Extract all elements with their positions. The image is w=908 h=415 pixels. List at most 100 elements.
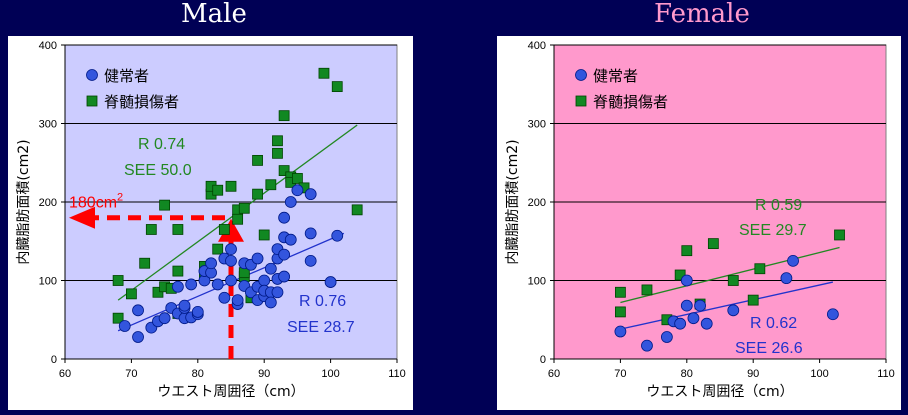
male-x-tick-label: 90 [258, 368, 270, 380]
threshold-left-arrowhead [69, 206, 95, 229]
male-sci-point [212, 243, 224, 255]
male-healthy-point [185, 278, 198, 291]
female-sci-point [681, 245, 693, 257]
male-sci-point [145, 224, 157, 235]
female-sci-point [834, 229, 845, 241]
threshold-label: 180cm2 [69, 192, 123, 212]
male-sci-point [152, 286, 164, 298]
male-x-axis-label: ウエスト周囲径（cm） [157, 384, 304, 400]
female-healthy-point [826, 308, 839, 321]
male-healthy-point [118, 320, 131, 332]
male-sci-point [272, 147, 283, 159]
male-healthy-point [231, 294, 244, 307]
male-sci-point [238, 202, 250, 214]
male-sci-point [265, 179, 277, 191]
female-healthy-point [660, 331, 673, 343]
female-healthy-point [674, 317, 687, 330]
male-x-tick-label: 100 [321, 368, 339, 380]
female-sci-point [615, 286, 626, 298]
female-healthy-point [680, 274, 693, 287]
male-chart-panel: 0 100 200 300 400 60 70 80 90 100 110 ウエスト周囲径（cm） 内臓… [8, 36, 413, 410]
male-sci-point [172, 265, 184, 277]
male-healthy-r-label: R 0.76 [299, 293, 346, 310]
female-healthy-point [787, 254, 799, 267]
male-sci-point [291, 173, 303, 184]
female-sci-point [641, 284, 653, 296]
male-title: Male [181, 0, 247, 29]
male-healthy-point [284, 196, 297, 208]
male-healthy-point [304, 188, 317, 201]
female-sci-point [754, 263, 766, 275]
male-legend-healthy-label: 健常者 [104, 67, 149, 85]
female-x-tick-label: 110 [877, 368, 895, 380]
male-y-tick-label: 100 [39, 276, 57, 288]
male-sci-see-label: SEE 50.0 [124, 162, 192, 179]
male-healthy-point [225, 254, 237, 267]
male-sci-point [258, 229, 270, 241]
male-sci-point [252, 154, 263, 166]
male-sci-point [139, 257, 151, 269]
male-healthy-point [278, 248, 291, 261]
male-sci-point [331, 81, 343, 93]
female-sci-point [747, 294, 759, 306]
male-legend-sci-marker [86, 95, 98, 107]
female-healthy-point [727, 304, 740, 317]
male-sci-point [112, 312, 124, 324]
male-y-axis-label: 内臓脂肪面積(cm2) [16, 139, 32, 264]
male-healthy-point [191, 305, 204, 318]
male-sci-point [278, 110, 290, 122]
female-legend-sci-label: 脊髄損傷者 [593, 93, 668, 111]
male-y-tick-label: 300 [39, 119, 57, 131]
male-x-tick-label: 60 [59, 368, 71, 380]
male-healthy-point [258, 274, 271, 287]
male-y-tick-label: 400 [39, 40, 57, 52]
female-title: Female [654, 0, 750, 29]
female-y-tick-label: 0 [540, 354, 546, 366]
male-sci-point [212, 184, 224, 196]
male-healthy-point [205, 257, 217, 270]
female-healthy-see-label: SEE 26.6 [735, 340, 803, 357]
female-healthy-point [687, 312, 700, 325]
male-healthy-point [271, 286, 284, 299]
male-x-tick-label: 80 [192, 368, 204, 380]
male-healthy-point [132, 331, 144, 343]
male-healthy-see-label: SEE 28.7 [287, 319, 355, 336]
male-healthy-point [251, 252, 264, 265]
female-x-tick-label: 80 [681, 368, 693, 380]
female-x-tick-label: 90 [747, 368, 759, 380]
female-healthy-point [641, 339, 653, 352]
male-sci-point [112, 275, 124, 286]
female-sci-point [727, 275, 739, 286]
female-healthy-point [614, 325, 627, 338]
male-sci-point [232, 213, 244, 225]
male-healthy-point [218, 291, 231, 304]
female-y-tick-label: 100 [528, 276, 546, 288]
female-chart-panel: 0 100 200 300 400 60 70 80 90 100 110 ウエスト周囲径（cm） 内臓… [497, 36, 901, 410]
male-y-tick-label: 200 [39, 197, 57, 209]
female-sci-see-label: SEE 29.7 [739, 222, 807, 239]
female-x-tick-label: 100 [810, 368, 828, 380]
male-x-tick-label: 70 [125, 368, 137, 380]
female-healthy-point [780, 272, 793, 285]
male-healthy-point [324, 276, 337, 288]
female-healthy-point [694, 299, 706, 312]
male-sci-point [318, 67, 330, 79]
male-healthy-point [225, 274, 237, 287]
female-sci-r-label: R 0.59 [755, 197, 802, 214]
male-scatter-chart: 0 100 200 300 400 60 70 80 90 100 110 ウエスト周囲径（cm） 内臓… [16, 40, 406, 400]
male-legend-healthy-marker [86, 69, 98, 81]
male-healthy-point [171, 280, 184, 293]
male-healthy-point [132, 304, 144, 317]
female-x-tick-label: 60 [548, 368, 560, 380]
male-sci-point [172, 224, 184, 235]
male-sci-point [225, 180, 237, 192]
threshold-label-superscript: 2 [117, 192, 123, 204]
threshold-up-arrowhead [218, 218, 244, 242]
male-sci-point [278, 165, 290, 177]
male-healthy-point [264, 296, 277, 309]
female-y-tick-label: 400 [528, 40, 546, 52]
female-x-tick-label: 70 [614, 368, 626, 380]
male-healthy-point [304, 254, 317, 267]
female-trendline-0 [620, 281, 834, 330]
female-healthy-point [680, 299, 693, 312]
